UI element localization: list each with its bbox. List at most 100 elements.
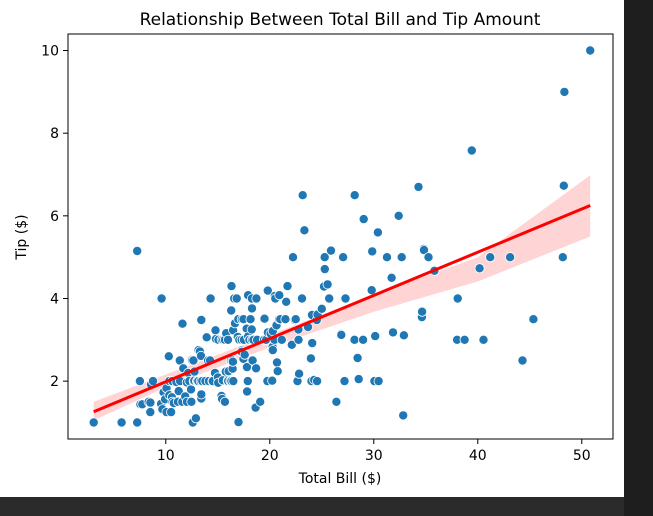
chart-figure: Relationship Between Total Bill and Tip … — [0, 0, 624, 497]
data-point — [145, 397, 156, 408]
data-point — [201, 332, 212, 343]
data-point — [474, 263, 485, 274]
data-point — [299, 225, 310, 236]
data-point — [196, 389, 207, 400]
data-point — [325, 245, 336, 256]
data-point — [322, 279, 333, 290]
data-point — [585, 45, 596, 56]
data-point — [381, 252, 392, 263]
data-point — [312, 376, 323, 387]
x-tick-label: 20 — [261, 448, 279, 464]
data-point — [349, 334, 360, 345]
data-point — [528, 314, 539, 325]
data-point — [219, 396, 230, 407]
x-tick-label: 10 — [157, 448, 175, 464]
data-point — [557, 252, 568, 263]
data-point — [417, 306, 428, 317]
data-point — [517, 355, 528, 366]
data-point — [246, 303, 257, 314]
data-point — [242, 376, 253, 387]
data-point — [386, 272, 397, 283]
data-point — [227, 356, 238, 367]
data-point — [287, 252, 298, 263]
scatter-plot: Relationship Between Total Bill and Tip … — [14, 10, 614, 487]
data-point — [251, 293, 262, 304]
data-point — [255, 396, 266, 407]
data-point — [134, 376, 145, 387]
data-point — [358, 334, 369, 345]
data-point — [452, 293, 463, 304]
plot-area-frame — [67, 33, 614, 440]
data-point — [132, 417, 143, 428]
data-points-layer — [88, 45, 596, 428]
data-point — [196, 314, 207, 325]
data-point — [188, 355, 199, 366]
data-point — [296, 293, 307, 304]
data-point — [413, 181, 424, 192]
data-point — [173, 386, 184, 397]
data-point — [228, 376, 239, 387]
data-point — [286, 339, 297, 350]
data-point — [280, 314, 291, 325]
data-point — [339, 376, 350, 387]
data-point — [246, 324, 257, 335]
data-point — [353, 374, 364, 385]
data-point — [242, 386, 253, 397]
data-point — [166, 407, 177, 418]
data-point — [116, 417, 127, 428]
x-tick-label: 30 — [365, 448, 383, 464]
data-point — [262, 285, 273, 296]
data-point — [387, 327, 398, 338]
data-point — [367, 246, 378, 257]
data-point — [352, 352, 363, 363]
data-point — [340, 293, 351, 304]
data-point — [505, 252, 516, 263]
data-point — [372, 227, 383, 238]
chart-title: Relationship Between Total Bill and Tip … — [140, 10, 541, 30]
data-point — [290, 314, 301, 325]
data-point — [316, 303, 327, 314]
data-point — [319, 252, 330, 263]
data-point — [398, 410, 409, 421]
data-point — [418, 245, 429, 256]
x-axis-ticks: 10 20 30 40 50 — [157, 439, 591, 464]
data-point — [259, 313, 270, 324]
data-point — [478, 334, 489, 345]
data-point — [393, 210, 404, 221]
data-point — [459, 334, 470, 345]
x-tick-label: 50 — [573, 448, 591, 464]
regression-line-layer — [93, 204, 591, 414]
data-point — [297, 190, 308, 201]
data-point — [338, 252, 349, 263]
data-point — [294, 368, 305, 379]
data-point — [231, 293, 242, 304]
y-tick-label: 8 — [50, 126, 59, 142]
data-point — [177, 318, 188, 329]
data-point — [195, 350, 206, 361]
data-point — [272, 366, 283, 377]
data-point — [156, 293, 167, 304]
data-point — [274, 290, 285, 301]
data-point — [185, 384, 196, 395]
data-point — [267, 345, 278, 356]
data-point — [276, 334, 287, 345]
data-point — [349, 190, 360, 201]
data-point — [305, 353, 316, 364]
data-point — [423, 252, 434, 263]
data-point — [271, 357, 282, 368]
data-point — [210, 325, 221, 336]
data-point — [190, 413, 201, 424]
y-axis-ticks: 2 4 6 8 10 — [41, 44, 68, 390]
data-point — [281, 296, 292, 307]
y-tick-label: 2 — [50, 374, 59, 390]
data-point — [88, 417, 99, 428]
x-axis-label: Total Bill ($) — [298, 471, 382, 487]
data-point — [226, 305, 237, 316]
data-point — [331, 396, 342, 407]
y-tick-label: 4 — [50, 291, 59, 307]
data-point — [186, 396, 197, 407]
data-point — [226, 281, 237, 292]
y-axis-label: Tip ($) — [14, 214, 30, 260]
y-tick-label: 10 — [41, 44, 59, 60]
data-point — [222, 334, 233, 345]
